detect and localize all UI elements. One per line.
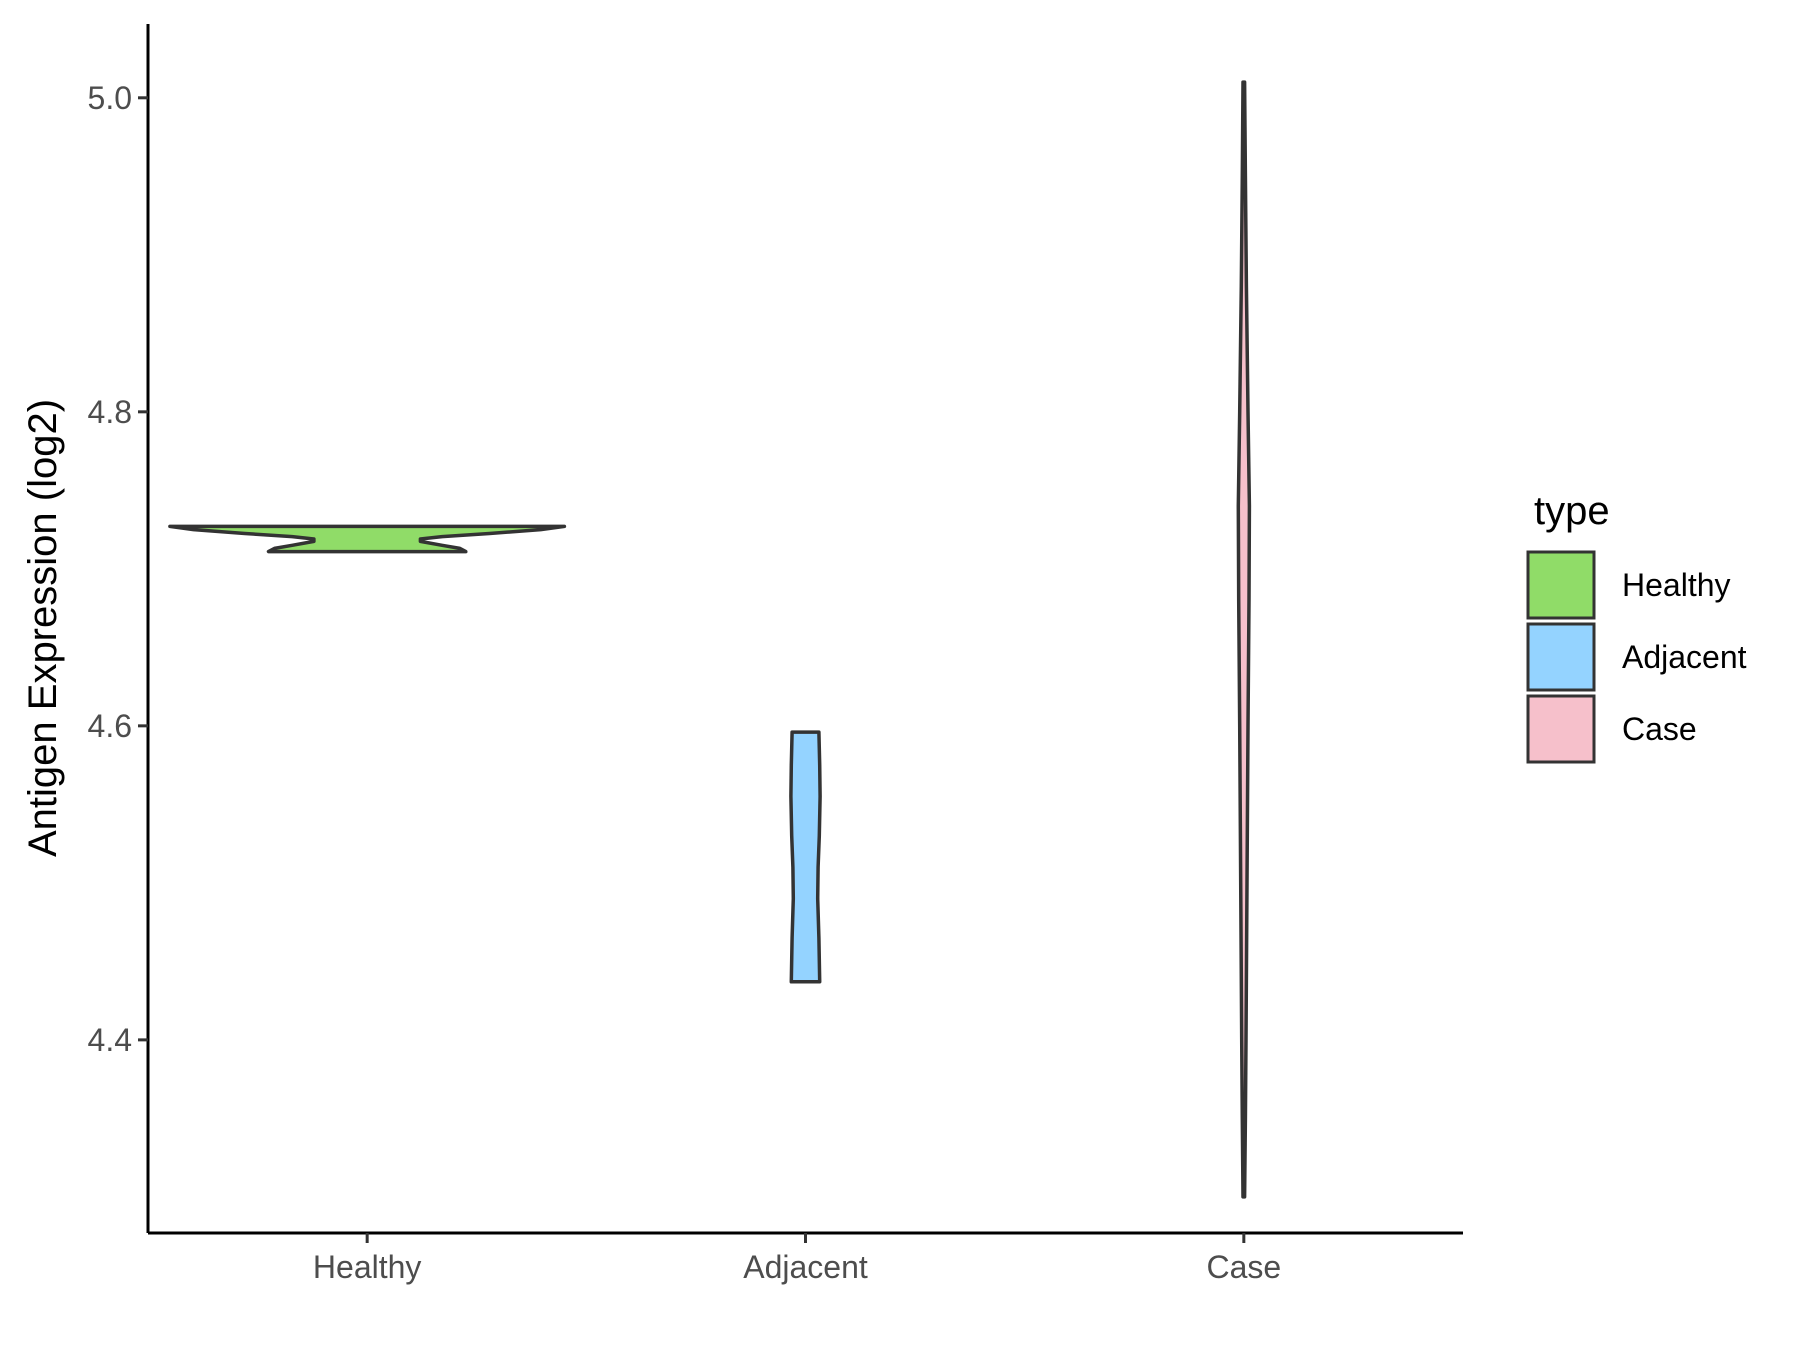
y-tick-label: 5.0 [88, 80, 132, 116]
legend-key-adjacent [1526, 622, 1596, 692]
x-tick-label: Adjacent [743, 1249, 868, 1285]
y-axis-title: Antigen Expression (log2) [21, 399, 65, 857]
violin-healthy [168, 524, 567, 554]
violin-layer [168, 80, 1252, 1199]
legend-label: Case [1622, 711, 1697, 747]
legend-items: Healthy Adjacent Case [1526, 550, 1747, 764]
legend-label: Adjacent [1622, 639, 1747, 675]
x-tick-label: Healthy [313, 1249, 422, 1285]
y-tick-label: 4.8 [88, 394, 132, 430]
y-axis-ticks: 4.4 4.6 4.8 5.0 [88, 80, 148, 1058]
violin-adjacent [789, 730, 822, 984]
legend: type Healthy Adjacent Case [1526, 489, 1747, 764]
legend-key-healthy [1526, 550, 1596, 620]
violin-case [1236, 80, 1252, 1199]
legend-label: Healthy [1622, 567, 1731, 603]
y-tick-label: 4.4 [88, 1022, 132, 1058]
x-axis-ticks: Healthy Adjacent Case [313, 1233, 1281, 1285]
legend-title: type [1534, 489, 1610, 533]
legend-key-case [1526, 694, 1596, 764]
y-tick-label: 4.6 [88, 708, 132, 744]
x-tick-label: Case [1206, 1249, 1281, 1285]
